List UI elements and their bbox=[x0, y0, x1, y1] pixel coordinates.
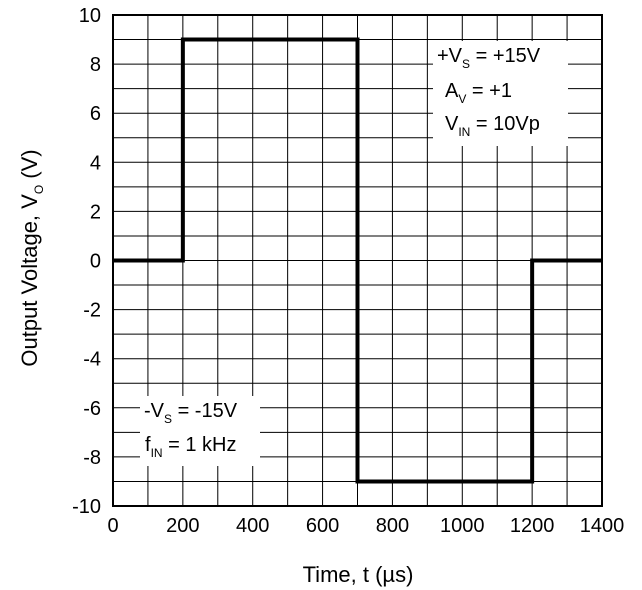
x-tick-label: 0 bbox=[107, 515, 118, 537]
y-tick-label: 6 bbox=[90, 103, 101, 125]
annotation-gain: AV = +1 bbox=[445, 80, 512, 106]
annotation-vs-negative: -VS = -15V bbox=[144, 400, 238, 426]
y-axis-label: Output Voltage, VO (V) bbox=[17, 149, 46, 366]
x-tick-label: 600 bbox=[306, 515, 339, 537]
annotation-vin: VIN = 10Vp bbox=[445, 113, 540, 139]
annotation-backgrounds bbox=[140, 41, 568, 466]
y-tick-label: 0 bbox=[90, 251, 101, 273]
y-tick-label: -4 bbox=[83, 349, 101, 371]
x-tick-label: 400 bbox=[236, 515, 269, 537]
annotation-vs-positive: +VS = +15V bbox=[437, 45, 541, 71]
series-line bbox=[113, 37, 602, 484]
y-tick-label: 2 bbox=[90, 201, 101, 223]
x-tick-labels: 0 200 400 600 800 1000 1200 1400 bbox=[107, 515, 624, 537]
y-tick-label: 10 bbox=[79, 5, 101, 27]
annotation-box-top-right bbox=[433, 41, 568, 146]
annotation-box-bottom-left bbox=[140, 396, 260, 466]
x-tick-label: 1200 bbox=[510, 515, 555, 537]
x-tick-label: 800 bbox=[376, 515, 409, 537]
x-tick-label: 1000 bbox=[440, 515, 485, 537]
y-tick-label: -6 bbox=[83, 398, 101, 420]
y-tick-label: 4 bbox=[90, 152, 101, 174]
x-axis-label: Time, t (µs) bbox=[303, 562, 414, 587]
x-tick-label: 200 bbox=[166, 515, 199, 537]
y-tick-label: -10 bbox=[72, 496, 101, 518]
y-tick-label: -8 bbox=[83, 447, 101, 469]
y-tick-label: -2 bbox=[83, 300, 101, 322]
y-tick-labels: -10 -8 -6 -4 -2 0 2 4 6 8 10 bbox=[72, 5, 101, 518]
x-tick-label: 1400 bbox=[580, 515, 625, 537]
annotation-fin: fIN = 1 kHz bbox=[145, 434, 236, 460]
y-tick-label: 8 bbox=[90, 54, 101, 76]
